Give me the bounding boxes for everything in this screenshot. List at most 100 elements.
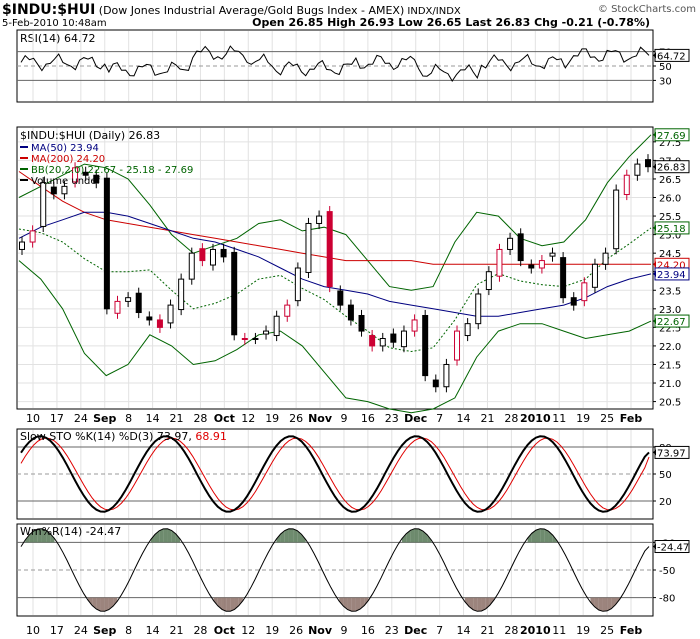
value-tag-label: 24.20 (657, 260, 686, 271)
candle-body (602, 252, 609, 265)
x-tick-label: 25 (600, 624, 614, 637)
value-tag-pointer (653, 449, 656, 456)
datetime: 5-Feb-2010 10:48am (2, 18, 107, 29)
candle-body (538, 260, 545, 269)
candle-body (156, 319, 163, 328)
value-tag-pointer (653, 543, 656, 550)
value-tag-label: 64.72 (657, 51, 686, 62)
value-tag-label: -24.47 (657, 543, 689, 554)
willr-oversold-fill (594, 597, 599, 610)
sto-grid (17, 430, 653, 518)
sto-panel: 80502073.97 Slow STO %K(14) %D(3) 73.97,… (16, 428, 690, 520)
x-tick-label: Dec (404, 412, 427, 425)
value-tag-pointer (653, 52, 656, 59)
candle-body (422, 314, 429, 377)
title-description: (Dow Jones Industrial Average/Gold Bugs … (95, 4, 404, 17)
x-tick-label: 2010 (520, 412, 551, 425)
x-tick-label: 14 (146, 624, 160, 637)
value-tag-label: 22.67 (657, 317, 686, 328)
candle-body (528, 264, 535, 269)
x-tick-label: 26 (289, 412, 303, 425)
candle-body (443, 363, 450, 388)
willr-overbought-fill (41, 528, 47, 543)
rsi-ticks: 70503064.72 (653, 48, 690, 87)
willr-overbought-fill (414, 528, 419, 543)
willr-overbought-fill (293, 528, 298, 543)
willr-oversold-fill (113, 597, 118, 607)
candle-body (623, 174, 630, 196)
value-tag-label: 27.69 (657, 131, 686, 142)
willr-overbought-fill (37, 528, 42, 543)
candle-body (549, 252, 556, 257)
willr-overbought-fill (288, 528, 294, 543)
y-tick-label: 24.5 (659, 249, 681, 260)
y-tick-label: 20 (659, 497, 672, 508)
x-tick-label: 28 (504, 412, 518, 425)
candle-body (475, 293, 482, 325)
candle-body (411, 319, 418, 332)
x-tick-label: 17 (50, 624, 64, 637)
title-symbol: $INDU:$HUI (2, 2, 95, 18)
candle-body (400, 330, 407, 348)
willr-oversold-fill (464, 597, 469, 607)
candle-body (645, 159, 651, 168)
candle-body (231, 251, 238, 336)
x-tick-label: 7 (436, 624, 443, 637)
x-tick-label: 19 (576, 412, 590, 425)
x-tick-label: 9 (340, 412, 347, 425)
value-tag-pointer (653, 224, 656, 231)
candle-body (326, 211, 333, 288)
y-tick-label: -50 (659, 566, 675, 577)
candle-body (284, 304, 291, 317)
price-legend-title: $INDU:$HUI (Daily) 26.83 (20, 129, 160, 142)
willr-oversold-fill (355, 597, 361, 612)
willr-overbought-fill (410, 528, 415, 543)
candle-body (379, 338, 386, 347)
willr-oversold-fill (347, 597, 352, 612)
willr-overbought-fill (159, 528, 164, 543)
sto-ticks: 80502073.97 (653, 443, 690, 508)
candle-body (114, 300, 121, 314)
willr-grid (17, 525, 653, 615)
bb-lower-line (18, 260, 652, 414)
x-tick-label: 7 (436, 412, 443, 425)
candle-body (61, 185, 68, 195)
willr-overbought-fill (50, 533, 55, 543)
legend-entry: MA(50) 23.94 (31, 143, 99, 154)
value-tag-label: 26.83 (657, 163, 686, 174)
y-tick-label: 27.5 (659, 138, 681, 149)
candle-body (19, 241, 25, 250)
y-tick-label: 21.0 (659, 379, 681, 390)
x-tick-label: 28 (193, 624, 207, 637)
y-tick-label: 50 (659, 470, 672, 481)
candle-body (209, 248, 216, 266)
y-tick-label: 30 (659, 76, 672, 87)
y-tick-label: 22.5 (659, 323, 681, 334)
candle-body (146, 316, 153, 321)
candle-body (358, 314, 365, 332)
willr-overbought-fill (163, 528, 168, 543)
x-tick-label: 23 (385, 412, 399, 425)
candle-body (29, 230, 36, 243)
x-tick-label: 21 (170, 624, 184, 637)
candle-body (316, 215, 323, 224)
x-tick-label: Nov (308, 412, 333, 425)
legend-entry: BB(20,2.0) 22.67 - 25.18 - 27.69 (31, 165, 193, 176)
candle-body (125, 297, 132, 302)
candle-body (390, 333, 397, 343)
x-axis-bottom: 10 17 24 Sep 8 14 21 28 Oct 12 19 26 Nov 9 16 23 Dec 7 14 2… (26, 624, 642, 637)
candle-body (570, 297, 577, 306)
value-tag-pointer (653, 261, 656, 268)
candle-body (305, 222, 312, 273)
willr-oversold-fill (221, 597, 227, 612)
candle-body (581, 282, 588, 302)
candle-body (485, 271, 492, 291)
x-tick-label: 16 (361, 412, 375, 425)
willr-oversold-fill (230, 597, 235, 612)
willr-oversold-fill (607, 597, 612, 611)
candle-body (50, 186, 57, 195)
rsi-label: RSI(14) 64.72 (20, 32, 95, 45)
